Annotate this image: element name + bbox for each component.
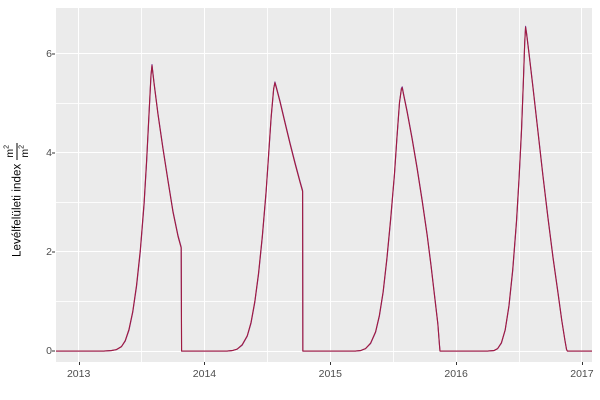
gridline-minor-vertical (267, 8, 268, 362)
x-tick-label: 2015 (318, 368, 342, 380)
x-tick-mark (456, 362, 458, 365)
y-tick-mark (52, 350, 55, 352)
gridline-major-vertical (203, 8, 205, 362)
y-axis-tick-labels: 0 2 4 6 (34, 0, 52, 400)
data-line-series-crimson (56, 26, 592, 352)
x-tick-mark (330, 362, 332, 365)
x-tick-label: 2013 (66, 368, 91, 380)
y-tick-mark (52, 251, 55, 253)
plot-panel (56, 8, 592, 362)
y-tick-mark (52, 152, 55, 154)
gridline-major-horizontal (56, 53, 592, 55)
x-tick-label: 2014 (192, 368, 217, 380)
y-tick-mark (52, 53, 55, 55)
gridline-minor-vertical (141, 8, 142, 362)
y-axis-unit-denominator: m2 (16, 143, 31, 160)
gridline-major-vertical (455, 8, 457, 362)
x-tick-mark (204, 362, 206, 365)
gridline-minor-horizontal (56, 202, 592, 203)
y-axis-unit-fraction: m2 m2 (4, 143, 31, 160)
data-line-series-purple (56, 25, 592, 352)
y-tick-label: 2 (46, 245, 52, 258)
y-tick-label: 0 (46, 345, 52, 358)
x-tick-label: 2016 (444, 368, 468, 380)
gridline-major-vertical (329, 8, 331, 362)
gridline-major-vertical (78, 8, 80, 362)
x-tick-mark (78, 362, 80, 365)
gridline-major-horizontal (56, 152, 592, 154)
x-tick-label: 2017 (570, 368, 594, 380)
y-axis-title-text: Levélfelületi index (11, 163, 23, 257)
gridline-major-horizontal (56, 251, 592, 253)
gridline-minor-horizontal (56, 102, 592, 104)
y-tick-label: 4 (46, 146, 52, 159)
y-tick-label: 6 (46, 47, 52, 60)
gridline-minor-horizontal (56, 301, 592, 302)
series-layer (56, 25, 592, 352)
y-axis-title: Levélfelületi index m2 m2 (0, 0, 34, 400)
y-axis-unit-numerator: m2 (3, 145, 17, 158)
x-tick-mark (581, 362, 583, 365)
gridline-major-vertical (581, 8, 583, 362)
